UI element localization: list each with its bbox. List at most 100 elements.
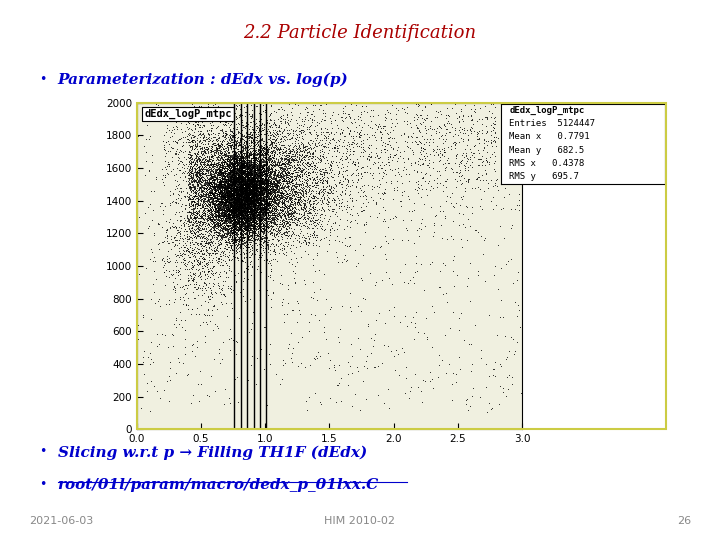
Point [235, 213, 246, 221]
Point [226, 210, 238, 219]
Point [240, 197, 251, 205]
Point [218, 202, 230, 211]
Point [197, 194, 208, 203]
Point [207, 223, 219, 232]
Point [228, 165, 240, 174]
Point [235, 145, 247, 154]
Point [490, 201, 501, 210]
Point [207, 178, 219, 187]
Point [204, 204, 216, 213]
Point [290, 209, 302, 218]
Point [235, 209, 247, 218]
Point [270, 157, 282, 165]
Point [243, 161, 254, 170]
Point [194, 142, 206, 151]
Point [148, 267, 160, 275]
Point [223, 225, 235, 233]
Point [206, 155, 217, 164]
Point [287, 259, 298, 268]
Point [222, 210, 234, 219]
Point [246, 177, 257, 186]
Point [242, 156, 253, 164]
Point [267, 225, 279, 233]
Point [189, 201, 201, 210]
Point [233, 175, 245, 184]
Point [319, 138, 330, 147]
Point [207, 140, 218, 149]
Point [230, 204, 242, 212]
Point [246, 193, 257, 201]
Point [228, 201, 239, 210]
Point [237, 210, 248, 218]
Point [259, 214, 271, 222]
Point [285, 169, 297, 178]
Point [219, 188, 230, 197]
Point [268, 152, 279, 160]
Point [207, 200, 218, 209]
Point [264, 154, 276, 163]
Point [438, 159, 449, 168]
Point [186, 246, 197, 254]
Point [260, 143, 271, 151]
Point [253, 188, 264, 197]
Point [272, 176, 284, 184]
Point [225, 176, 237, 185]
Point [246, 177, 258, 186]
Point [161, 251, 173, 260]
Point [256, 204, 267, 213]
Point [239, 186, 251, 195]
Point [281, 205, 292, 213]
Point [307, 167, 319, 176]
Point [253, 181, 265, 190]
Point [241, 168, 253, 177]
Point [221, 188, 233, 197]
Point [219, 185, 230, 193]
Point [275, 225, 287, 233]
Point [204, 184, 215, 193]
Point [280, 214, 292, 222]
Point [237, 153, 248, 162]
Point [215, 181, 227, 190]
Point [185, 207, 197, 216]
Point [225, 168, 237, 177]
Point [255, 200, 266, 208]
Point [258, 171, 269, 179]
Point [202, 186, 213, 194]
Point [213, 254, 225, 262]
Point [206, 146, 217, 155]
Point [221, 231, 233, 239]
Point [243, 166, 255, 174]
Point [277, 248, 289, 257]
Point [256, 173, 267, 181]
Point [187, 171, 199, 179]
Point [233, 223, 244, 232]
Point [145, 294, 157, 303]
Point [192, 217, 203, 226]
Point [242, 194, 253, 202]
Point [243, 150, 255, 159]
Point [252, 186, 264, 195]
Point [300, 141, 311, 150]
Point [215, 187, 226, 195]
Point [207, 166, 218, 174]
Point [453, 221, 464, 230]
Point [235, 174, 247, 183]
Point [293, 170, 305, 179]
Point [144, 200, 156, 209]
Point [248, 167, 260, 176]
Point [220, 232, 231, 241]
Point [257, 194, 269, 202]
Point [308, 192, 320, 200]
Point [237, 171, 248, 180]
Point [238, 170, 250, 179]
Point [218, 205, 230, 214]
Point [205, 193, 217, 202]
Point [227, 189, 238, 198]
Point [351, 154, 363, 163]
Point [233, 191, 244, 199]
Point [257, 180, 269, 188]
Point [230, 193, 241, 202]
Point [239, 179, 251, 187]
Point [232, 214, 243, 223]
Point [406, 138, 418, 146]
